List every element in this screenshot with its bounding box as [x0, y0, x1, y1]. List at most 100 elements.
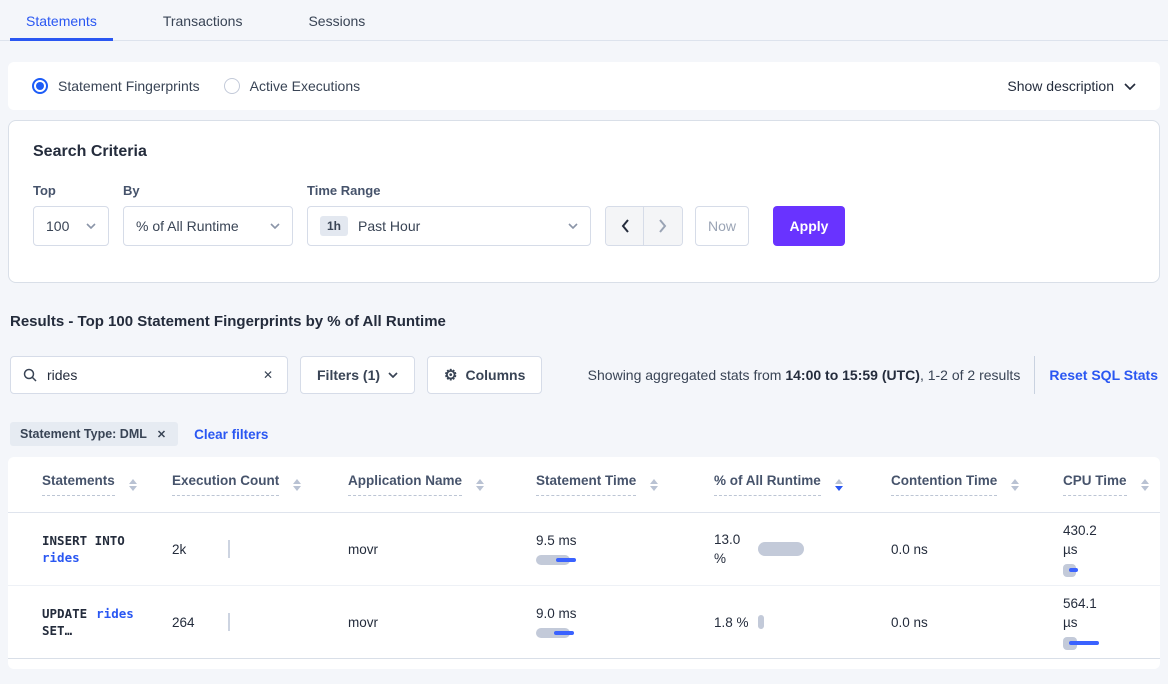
execution-count-bar — [228, 613, 230, 631]
chevron-down-icon — [568, 223, 578, 229]
by-select-value: % of All Runtime — [136, 218, 239, 234]
view-mode-bar: Statement Fingerprints Active Executions… — [8, 62, 1160, 110]
time-range-select[interactable]: 1h Past Hour — [307, 206, 591, 246]
cpu-time-cell: 564.1 µs — [1063, 586, 1160, 658]
by-label: By — [123, 183, 140, 198]
pct-runtime-cell: 13.0 % — [714, 513, 891, 585]
radio-label: Active Executions — [249, 78, 361, 94]
sort-icon[interactable] — [1140, 478, 1149, 491]
search-criteria-title: Search Criteria — [33, 143, 147, 160]
column-header-statement-time[interactable]: Statement Time — [536, 457, 714, 512]
column-header-contention-time[interactable]: Contention Time — [891, 457, 1063, 512]
chevron-down-icon — [1124, 82, 1136, 90]
remove-filter-icon[interactable]: ✕ — [156, 428, 167, 441]
column-header-execution-count[interactable]: Execution Count — [172, 457, 348, 512]
pct-runtime-bar — [758, 615, 764, 629]
top-label: Top — [33, 183, 56, 198]
previous-time-range-button[interactable] — [606, 207, 644, 245]
statement-cell: UPDATE rides SET… — [8, 586, 172, 658]
search-input[interactable] — [47, 367, 261, 383]
tab-label: Statements — [26, 13, 97, 29]
columns-button[interactable]: ⚙ Columns — [427, 356, 543, 394]
cpu-time-cell: 430.2 µs — [1063, 513, 1160, 585]
sql-keyword: SET… — [42, 623, 73, 638]
column-header-statements[interactable]: Statements — [8, 457, 172, 512]
contention-time-cell: 0.0 ns — [891, 541, 928, 557]
tab-label: Sessions — [308, 13, 366, 29]
statements-table: Statements Execution Count Application N… — [8, 457, 1160, 669]
radio-statement-fingerprints[interactable]: Statement Fingerprints — [32, 78, 200, 94]
contention-time-cell: 0.0 ns — [891, 614, 928, 630]
toolbar-divider — [1034, 356, 1036, 394]
radio-unselected-icon — [223, 78, 240, 94]
status-time-range: 14:00 to 15:59 (UTC) — [785, 367, 920, 383]
time-range-value: Past Hour — [358, 218, 421, 234]
column-header-application-name[interactable]: Application Name — [348, 457, 536, 512]
time-range-label: Time Range — [307, 183, 381, 198]
statement-fingerprint-link[interactable]: rides — [96, 606, 134, 621]
results-status-text: Showing aggregated stats from 14:00 to 1… — [587, 367, 1021, 383]
radio-active-executions[interactable]: Active Executions — [223, 78, 361, 94]
filter-chip-statement-type[interactable]: Statement Type: DML ✕ — [10, 422, 179, 446]
execution-count-cell: 264 — [172, 586, 348, 658]
execution-count-bar — [228, 540, 230, 558]
results-toolbar: ✕ Filters (1) ⚙ Columns Showing aggregat… — [10, 356, 1158, 394]
clear-search-icon[interactable]: ✕ — [262, 368, 273, 382]
sort-icon[interactable] — [128, 478, 137, 491]
sort-icon[interactable] — [476, 478, 485, 491]
filter-chip-label: Statement Type: DML — [20, 427, 147, 441]
sort-icon[interactable] — [1011, 478, 1020, 491]
chevron-down-icon — [86, 223, 96, 229]
chevron-down-icon — [388, 372, 398, 378]
sort-icon[interactable] — [650, 478, 659, 491]
radio-selected-icon — [32, 78, 48, 94]
table-header-row: Statements Execution Count Application N… — [8, 457, 1160, 513]
time-range-nav — [605, 206, 683, 246]
column-header-pct-of-all-runtime[interactable]: % of All Runtime — [714, 457, 891, 512]
gear-icon: ⚙ — [444, 366, 458, 384]
top-tab-bar: Statements Transactions Sessions — [0, 0, 1168, 41]
filters-button[interactable]: Filters (1) — [300, 356, 416, 394]
statement-time-bar — [536, 555, 576, 565]
pct-runtime-cell: 1.8 % — [714, 586, 891, 658]
top-select-value: 100 — [46, 218, 70, 234]
results-heading: Results - Top 100 Statement Fingerprints… — [10, 313, 446, 330]
statement-time-bar — [536, 628, 574, 638]
active-filters-row: Statement Type: DML ✕ Clear filters — [10, 422, 1158, 446]
show-description-toggle[interactable]: Show description — [1007, 78, 1136, 94]
columns-label: Columns — [465, 367, 526, 383]
radio-label: Statement Fingerprints — [58, 78, 200, 94]
by-select[interactable]: % of All Runtime — [123, 206, 293, 246]
tab-sessions[interactable]: Sessions — [292, 3, 381, 41]
now-button[interactable]: Now — [695, 206, 749, 246]
next-time-range-button[interactable] — [644, 207, 682, 245]
search-icon — [23, 368, 37, 382]
pct-runtime-bar — [758, 542, 804, 556]
top-select[interactable]: 100 — [33, 206, 109, 246]
clear-filters-link[interactable]: Clear filters — [194, 426, 269, 442]
filters-label: Filters (1) — [317, 367, 381, 383]
sort-icon-active-desc[interactable] — [834, 478, 843, 491]
chevron-left-icon — [621, 219, 629, 233]
reset-sql-stats-link[interactable]: Reset SQL Stats — [1049, 367, 1158, 383]
statement-fingerprint-link[interactable]: rides — [42, 550, 80, 565]
search-criteria-panel: Search Criteria Top 100 By % of All Runt… — [8, 120, 1160, 283]
tab-label: Transactions — [162, 13, 243, 29]
statement-time-cell: 9.0 ms — [536, 586, 714, 658]
table-row[interactable]: INSERT INTO rides 2k movr 9.5 ms 13.0 % … — [8, 513, 1160, 586]
time-range-badge: 1h — [320, 216, 349, 236]
chevron-right-icon — [659, 219, 667, 233]
cpu-time-bar — [1063, 637, 1099, 650]
sql-keyword: UPDATE — [42, 606, 88, 621]
sort-icon[interactable] — [293, 478, 302, 491]
cpu-time-bar — [1063, 564, 1078, 577]
apply-button[interactable]: Apply — [773, 206, 845, 246]
tab-transactions[interactable]: Transactions — [147, 3, 259, 41]
tab-statements[interactable]: Statements — [10, 3, 113, 41]
table-row[interactable]: UPDATE rides SET… 264 movr 9.0 ms 1.8 % 0… — [8, 586, 1160, 659]
execution-count-cell: 2k — [172, 513, 348, 585]
statement-time-cell: 9.5 ms — [536, 513, 714, 585]
chevron-down-icon — [270, 223, 280, 229]
column-header-cpu-time[interactable]: CPU Time — [1063, 457, 1160, 512]
application-name-cell: movr — [348, 614, 378, 630]
